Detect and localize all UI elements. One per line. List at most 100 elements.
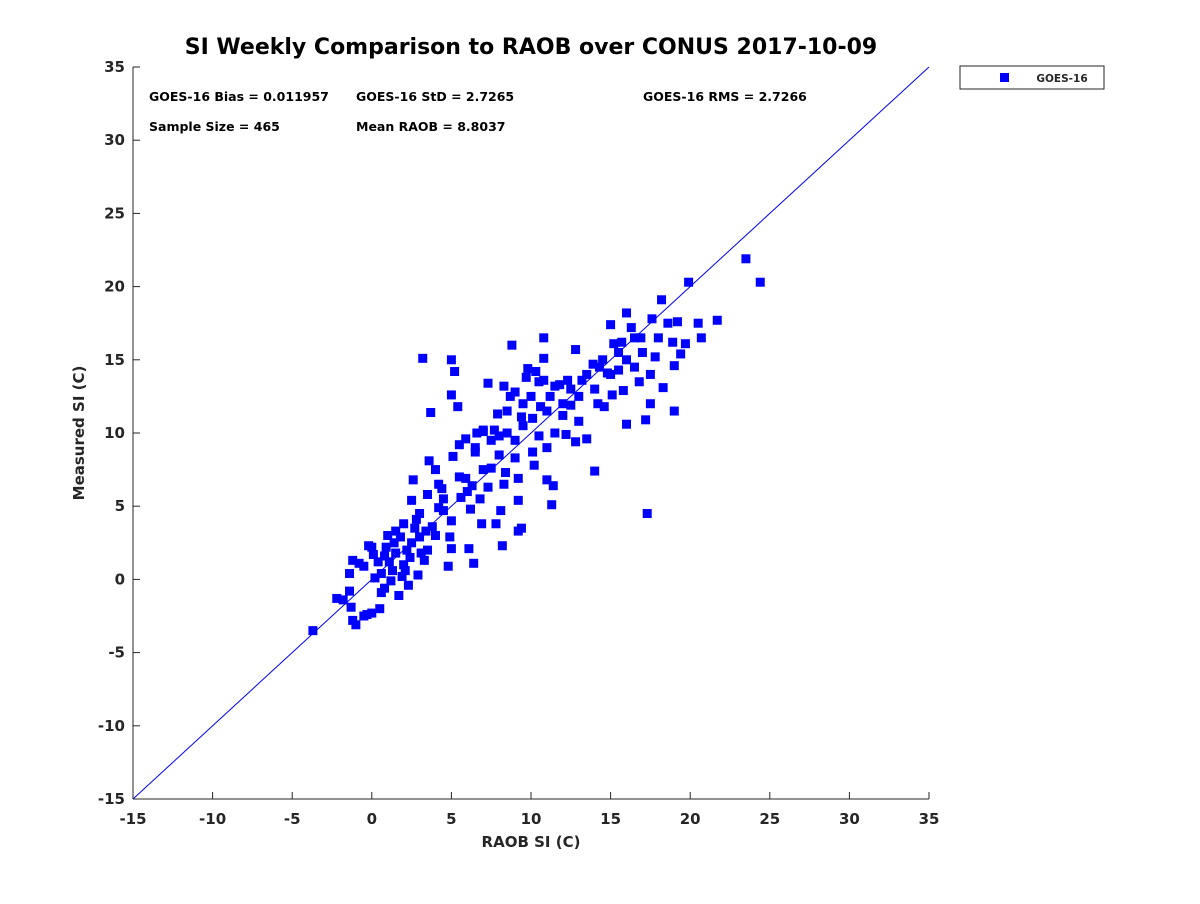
data-point	[539, 333, 549, 343]
data-point	[636, 333, 646, 343]
data-point	[653, 333, 663, 343]
data-point	[658, 383, 668, 393]
data-point	[499, 479, 509, 489]
data-point	[637, 347, 647, 357]
data-point	[308, 626, 318, 636]
data-point	[614, 365, 624, 375]
data-point	[577, 375, 587, 385]
data-point	[528, 413, 538, 423]
data-point	[523, 364, 533, 374]
x-tick-label: 35	[919, 810, 940, 828]
data-point	[629, 333, 639, 343]
data-point	[368, 550, 378, 560]
data-point	[445, 532, 455, 542]
data-point	[582, 369, 592, 379]
x-tick-label: -15	[119, 810, 146, 828]
x-tick-label: 30	[839, 810, 860, 828]
x-tick-label: 5	[446, 810, 456, 828]
data-point	[446, 390, 456, 400]
data-point	[370, 573, 380, 583]
data-point	[354, 558, 364, 568]
data-point	[348, 555, 358, 565]
data-point	[550, 381, 560, 391]
data-point	[423, 545, 433, 555]
data-point	[389, 538, 399, 548]
data-point	[606, 320, 616, 330]
x-tick-label: 25	[759, 810, 780, 828]
data-point	[513, 495, 523, 505]
data-point	[381, 542, 391, 552]
data-point	[491, 519, 501, 529]
data-point	[526, 391, 536, 401]
x-tick-label: 15	[600, 810, 621, 828]
data-point	[415, 509, 425, 519]
data-point	[602, 368, 612, 378]
data-point	[438, 506, 448, 516]
data-point	[693, 318, 703, 328]
data-point	[430, 465, 440, 475]
data-point	[563, 375, 573, 385]
data-point	[359, 561, 369, 571]
data-point	[645, 399, 655, 409]
data-point	[384, 557, 394, 567]
data-point	[641, 415, 651, 425]
data-point	[443, 561, 453, 571]
data-point	[539, 353, 549, 363]
data-point	[550, 428, 560, 438]
data-point	[571, 345, 581, 355]
data-point	[684, 277, 694, 287]
stat-mean-raob: Mean RAOB = 8.8037	[356, 119, 505, 134]
data-point	[547, 500, 557, 510]
data-point	[622, 419, 632, 429]
data-point	[478, 425, 488, 435]
data-point	[617, 337, 627, 347]
data-point	[427, 522, 437, 532]
data-point	[467, 481, 477, 491]
data-point	[642, 509, 652, 519]
data-point	[483, 482, 493, 492]
data-point	[555, 380, 565, 390]
data-point	[421, 526, 431, 536]
y-tick-label: -10	[98, 717, 125, 735]
data-point	[663, 318, 673, 328]
data-point	[536, 402, 546, 412]
data-point	[571, 437, 581, 447]
data-point	[542, 475, 552, 485]
y-tick-label: 0	[115, 570, 125, 588]
data-point	[376, 588, 386, 598]
y-axis-label: Measured SI (C)	[70, 366, 88, 501]
data-point	[588, 359, 598, 369]
data-point	[391, 548, 401, 558]
data-point	[486, 435, 496, 445]
x-tick-label: -10	[199, 810, 226, 828]
data-point	[626, 323, 636, 333]
data-point	[416, 548, 426, 558]
data-point	[461, 434, 471, 444]
data-point	[391, 526, 401, 536]
y-tick-label: 15	[104, 351, 125, 369]
data-point	[647, 314, 657, 324]
data-point	[534, 431, 544, 441]
data-point	[590, 384, 600, 394]
data-point	[454, 440, 464, 450]
data-point	[712, 315, 722, 325]
data-points	[308, 254, 765, 636]
data-point	[494, 450, 504, 460]
stat-sample-size: Sample Size = 465	[149, 119, 280, 134]
data-point	[513, 473, 523, 483]
x-tick-label: 20	[680, 810, 701, 828]
data-point	[496, 506, 506, 516]
data-point	[446, 516, 456, 526]
data-point	[386, 576, 396, 586]
data-point	[367, 542, 377, 552]
stats-annotations: GOES-16 Bias = 0.011957 GOES-16 StD = 2.…	[149, 89, 807, 134]
data-point	[351, 620, 361, 630]
data-point	[346, 602, 356, 612]
data-point	[502, 406, 512, 416]
data-point	[499, 381, 509, 391]
data-point	[397, 571, 407, 581]
data-point	[680, 339, 690, 349]
data-point	[403, 580, 413, 590]
data-point	[561, 429, 571, 439]
